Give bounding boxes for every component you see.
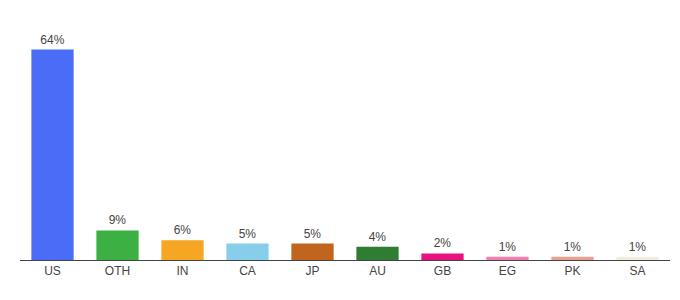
svg-text:US: US: [44, 264, 61, 278]
svg-text:AU: AU: [369, 264, 386, 278]
svg-text:1%: 1%: [629, 240, 647, 254]
svg-text:CA: CA: [239, 264, 256, 278]
svg-text:4%: 4%: [369, 230, 387, 244]
svg-text:IN: IN: [177, 264, 189, 278]
svg-text:SA: SA: [629, 264, 645, 278]
svg-text:6%: 6%: [174, 223, 192, 237]
svg-text:9%: 9%: [109, 213, 127, 227]
svg-text:1%: 1%: [564, 240, 582, 254]
svg-text:5%: 5%: [304, 227, 322, 241]
svg-text:GB: GB: [434, 264, 451, 278]
svg-text:5%: 5%: [239, 227, 257, 241]
svg-text:JP: JP: [305, 264, 319, 278]
svg-text:2%: 2%: [434, 236, 452, 250]
svg-text:EG: EG: [499, 264, 516, 278]
svg-text:OTH: OTH: [105, 264, 130, 278]
svg-text:PK: PK: [564, 264, 580, 278]
svg-text:1%: 1%: [499, 240, 517, 254]
svg-text:64%: 64%: [40, 33, 64, 47]
